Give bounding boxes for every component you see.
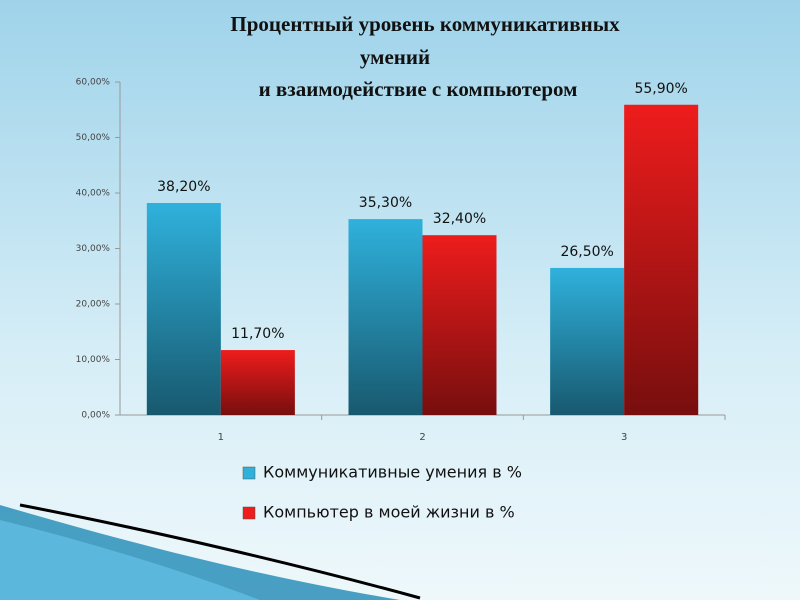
bar-shade bbox=[220, 350, 295, 415]
legend-label: Компьютер в моей жизни в % bbox=[263, 503, 515, 522]
y-tick-label: 30,00% bbox=[76, 244, 111, 254]
decor-line bbox=[19, 503, 421, 600]
value-label: 26,50% bbox=[560, 244, 613, 260]
value-label: 32,40% bbox=[433, 211, 486, 227]
legend-label: Коммуникативные умения в % bbox=[263, 463, 522, 482]
decor-swoosh bbox=[0, 520, 260, 600]
y-tick-label: 0,00% bbox=[81, 411, 110, 421]
value-label: 55,90% bbox=[634, 81, 687, 97]
x-tick-label: 2 bbox=[419, 432, 425, 443]
y-tick-label: 60,00% bbox=[76, 78, 111, 88]
value-label: 35,30% bbox=[359, 195, 412, 211]
bar-shade bbox=[422, 235, 497, 415]
bar-shade bbox=[146, 202, 221, 415]
bar-shade bbox=[348, 219, 423, 415]
legend-swatch bbox=[242, 466, 256, 480]
x-tick-label: 3 bbox=[621, 432, 627, 443]
y-tick-label: 40,00% bbox=[76, 189, 111, 199]
chart-title: и взаимодействие с компьютером bbox=[259, 77, 578, 101]
y-tick-label: 20,00% bbox=[76, 300, 111, 310]
chart-title: умений bbox=[360, 45, 430, 69]
value-label: 11,70% bbox=[231, 326, 284, 342]
chart-title: Процентный уровень коммуникативных bbox=[230, 12, 620, 36]
y-tick-label: 50,00% bbox=[76, 133, 111, 143]
bar-shade bbox=[550, 267, 625, 415]
bar-shade bbox=[624, 104, 699, 415]
value-label: 38,20% bbox=[157, 179, 210, 195]
legend-swatch bbox=[242, 506, 256, 520]
y-tick-label: 10,00% bbox=[76, 355, 111, 365]
x-tick-label: 1 bbox=[218, 432, 224, 443]
